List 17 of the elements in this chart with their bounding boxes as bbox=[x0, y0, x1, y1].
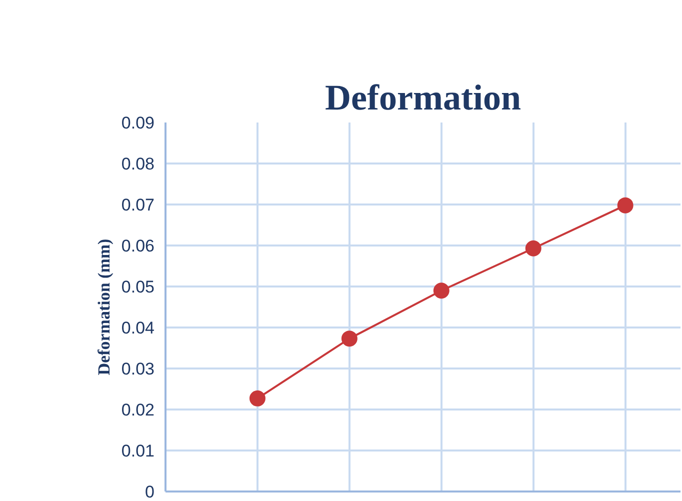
y-tick-label: 0.06 bbox=[121, 236, 155, 256]
point bbox=[249, 390, 266, 406]
y-tick-label: 0.02 bbox=[121, 400, 155, 420]
y-tick-label: 0.08 bbox=[121, 154, 155, 174]
y-tick-label: 0.05 bbox=[121, 278, 155, 296]
point bbox=[341, 330, 358, 347]
y-tick-label: 0.03 bbox=[121, 360, 155, 378]
y-axis-title: Deformation (mm) bbox=[94, 238, 114, 376]
chart-title: Deformation bbox=[325, 78, 521, 118]
point bbox=[433, 282, 450, 299]
y-tick-label: 0.01 bbox=[121, 442, 155, 460]
point bbox=[525, 240, 542, 256]
y-tick-label: 0.04 bbox=[121, 318, 155, 338]
y-tick-label: 0 bbox=[145, 482, 155, 501]
y-tick-label: 0.07 bbox=[121, 196, 155, 214]
y-tick-label: 0.09 bbox=[121, 114, 155, 132]
point bbox=[617, 197, 634, 214]
